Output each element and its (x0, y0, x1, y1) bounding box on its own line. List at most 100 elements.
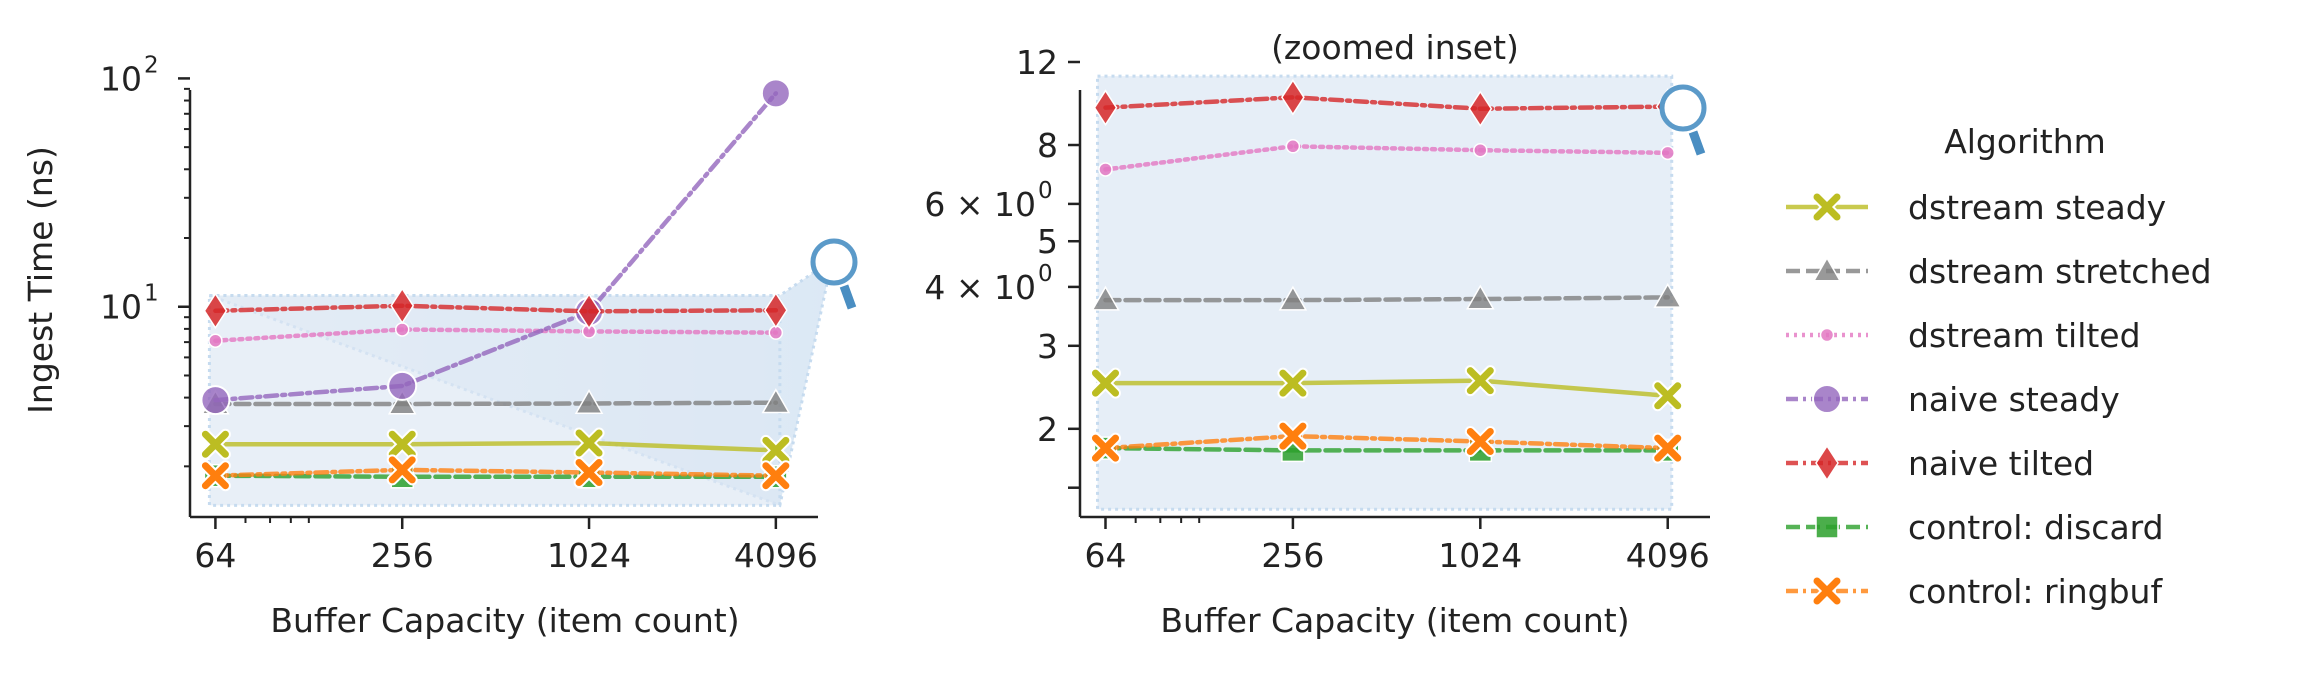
y-tick-label: 6 × 10 (924, 185, 1036, 224)
dot-marker (208, 333, 223, 348)
y-axis-label: Ingest Time (ns) (21, 146, 60, 414)
legend-label: control: ringbuf (1908, 572, 2163, 611)
triangle-marker (1091, 285, 1120, 311)
series-line (213, 303, 779, 314)
x-marker (1277, 367, 1309, 399)
dot-marker (1819, 327, 1835, 343)
series-line (1103, 433, 1670, 451)
legend-label: control: discard (1908, 508, 2164, 547)
series-control-ringbuf (199, 454, 792, 492)
y-tick-label: 4 × 10 (924, 268, 1036, 307)
series-line (213, 327, 779, 343)
legend-label: naive tilted (1908, 444, 2094, 483)
y-tick-label: 10 (100, 288, 142, 327)
x-tick-label: 4096 (1626, 536, 1710, 575)
panel-title: (zoomed inset) (1271, 28, 1519, 67)
y-tick-label: 8 (1037, 126, 1058, 165)
diamond-marker (1468, 90, 1493, 128)
x-marker (386, 428, 418, 460)
series-naive-tilted (203, 287, 788, 330)
x-marker (1652, 432, 1684, 464)
x-axis-label: Buffer Capacity (item count) (270, 601, 739, 640)
triangle-marker (1653, 282, 1683, 308)
x-tick-label: 1024 (547, 536, 631, 575)
legend-label: naive steady (1908, 380, 2120, 419)
legend-item: naive tilted (1786, 444, 2094, 483)
y-tick-exponent: 0 (1038, 178, 1053, 204)
x-marker (573, 456, 605, 488)
series-line (213, 473, 779, 480)
circle-marker (387, 370, 418, 401)
legend-item: control: ringbuf (1786, 572, 2163, 611)
dot-marker (1098, 162, 1113, 177)
y-tick-label: 3 (1037, 327, 1058, 366)
x-tick-label: 256 (1261, 536, 1324, 575)
y-tick-label: 10 (100, 59, 142, 98)
legend-item: dstream tilted (1786, 316, 2141, 355)
series-line (213, 467, 779, 478)
x-marker (1089, 367, 1121, 399)
triangle-marker (1278, 285, 1308, 311)
triangle-marker (574, 388, 604, 414)
legend-item: dstream stretched (1786, 252, 2212, 291)
series-line (1103, 378, 1670, 399)
dot-marker (1473, 142, 1488, 158)
series-line (213, 400, 779, 407)
diamond-marker (203, 292, 228, 330)
x-marker (1652, 380, 1684, 412)
diamond-marker (577, 292, 601, 330)
magnifier-icon (1659, 84, 1707, 156)
triangle-marker (1812, 256, 1842, 282)
series-control-ringbuf (1089, 420, 1684, 464)
x-marker (1811, 191, 1843, 223)
x-marker (1464, 365, 1496, 397)
series-line (213, 440, 779, 453)
x-tick-label: 256 (371, 536, 434, 575)
circle-marker (1812, 384, 1842, 414)
legend-title: Algorithm (1944, 122, 2106, 161)
series-dstream-tilted (1098, 139, 1675, 177)
dot-marker (1285, 139, 1301, 154)
series-line (213, 91, 779, 403)
square-marker (1815, 515, 1839, 539)
diamond-marker (1815, 444, 1839, 482)
diamond-marker (1281, 78, 1305, 116)
x-tick-label: 64 (194, 536, 236, 575)
x-tick-label: 64 (1084, 536, 1126, 575)
series-line (1103, 295, 1670, 303)
series-dstream-steady (199, 427, 792, 466)
magnifier-icon (810, 238, 858, 310)
series-dstream-steady (1089, 365, 1684, 412)
legend-label: dstream tilted (1908, 316, 2141, 355)
y-tick-label: 12 (1016, 43, 1058, 82)
legend-item: dstream steady (1786, 188, 2166, 227)
y-tick-label: 2 (1037, 410, 1058, 449)
series-dstream-stretched (1091, 282, 1683, 311)
legend: Algorithm dstream steady dstream stretche… (1786, 122, 2212, 611)
series-dstream-tilted (208, 322, 784, 348)
x-tick-label: 1024 (1438, 536, 1522, 575)
triangle-marker (761, 388, 791, 414)
circle-marker (760, 78, 791, 109)
y-tick-exponent: 1 (144, 281, 159, 307)
series-line (1103, 445, 1670, 453)
x-marker (199, 428, 231, 460)
y-tick-label: 5 (1037, 222, 1058, 261)
diamond-marker (1093, 89, 1118, 127)
x-marker (199, 460, 231, 492)
x-marker (1277, 420, 1309, 452)
series-group (199, 78, 792, 492)
dot-marker (394, 322, 410, 337)
triangle-marker (387, 389, 417, 415)
x-marker (573, 427, 605, 459)
series-line (1103, 144, 1670, 172)
dot-marker (1660, 145, 1675, 161)
x-marker (760, 434, 792, 466)
x-tick-label: 4096 (734, 536, 818, 575)
x-marker (760, 460, 792, 492)
